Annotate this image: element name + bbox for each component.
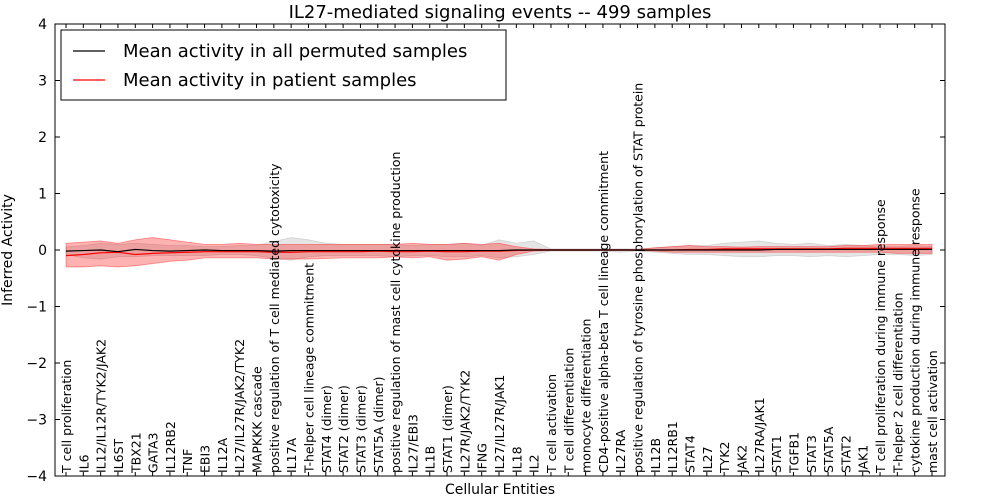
legend-box — [60, 29, 507, 101]
x-category-label: IL12/IL12R/TYK2/JAK2 — [94, 339, 109, 473]
x-category-label: STAT5A — [821, 426, 836, 473]
x-category-label: CD4-positive alpha-beta T cell lineage c… — [596, 151, 611, 473]
x-category-label: IL27/IL27R/JAK2/TYK2 — [232, 339, 247, 473]
x-axis-ticks — [65, 24, 933, 476]
x-category-label: IL6 — [76, 454, 91, 473]
x-category-label: STAT2 (dimer) — [336, 385, 351, 473]
x-axis-label: Cellular Entities — [445, 482, 555, 498]
x-category-label: IL27/IL27R/JAK1 — [492, 375, 507, 473]
x-category-label: IL18 — [509, 446, 524, 473]
y-tick-label: 3 — [38, 74, 47, 90]
x-category-label: EBI3 — [198, 445, 213, 473]
x-category-label: IL1B — [423, 446, 438, 473]
x-axis-category-labels: T cell proliferation IL6 IL12/IL12R/TYK2/J… — [59, 83, 940, 474]
x-category-label: T cell proliferation during immune respo… — [873, 199, 888, 474]
x-category-label: IL6ST — [111, 438, 126, 473]
band-series-1 — [65, 237, 933, 268]
x-category-label: IL27RA/JAK1 — [752, 397, 767, 473]
x-category-label: STAT3 — [804, 435, 819, 473]
x-category-label: IL2 — [527, 454, 542, 473]
x-category-label: IL27/EBI3 — [405, 414, 420, 473]
x-category-label: cytokine production during immune respon… — [908, 188, 923, 473]
y-tick-label: −1 — [26, 300, 47, 316]
legend-label-permuted: Mean activity in all permuted samples — [123, 41, 467, 62]
x-category-label: IL27 — [700, 446, 715, 473]
x-category-label: IL12RB1 — [665, 421, 680, 473]
x-category-label: TGFB1 — [786, 432, 801, 474]
x-category-label: monocyte differentiation — [579, 319, 594, 473]
y-axis-ticks: −4 −3 −2 −1 0 1 2 3 4 — [26, 17, 945, 485]
x-category-label: STAT3 (dimer) — [353, 385, 368, 473]
legend-label-patient: Mean activity in patient samples — [123, 70, 417, 91]
y-tick-label: 4 — [38, 17, 47, 33]
x-category-label: TYK2 — [717, 442, 732, 474]
x-category-label: STAT2 — [838, 435, 853, 473]
x-category-label: T cell differentiation — [561, 348, 576, 474]
x-category-label: STAT4 — [683, 435, 698, 473]
x-category-label: IL27R/JAK2/TYK2 — [457, 370, 472, 473]
x-category-label: TNF — [180, 449, 195, 474]
x-category-label: GATA3 — [146, 433, 161, 473]
x-category-label: T cell activation — [544, 374, 559, 474]
y-tick-label: 0 — [38, 243, 47, 259]
series-lines — [65, 247, 932, 257]
x-category-label: IL12A — [215, 437, 230, 473]
x-category-label: IL17A — [284, 437, 299, 473]
y-tick-label: −3 — [26, 413, 47, 429]
x-category-label: IL12B — [648, 438, 663, 473]
x-category-label: JAK2 — [734, 445, 749, 474]
x-category-label: positive regulation of tyrosine phosphor… — [631, 83, 646, 473]
y-tick-label: −2 — [26, 356, 47, 372]
x-category-label: STAT1 — [769, 435, 784, 473]
x-category-label: JAK1 — [856, 445, 871, 474]
y-tick-label: 2 — [38, 130, 47, 146]
x-category-label: IL12RB2 — [163, 421, 178, 473]
x-category-label: STAT5A (dimer) — [371, 377, 386, 473]
y-axis-label: Inferred Activity — [0, 194, 16, 306]
line-series-0 — [65, 248, 932, 253]
x-category-label: TBX21 — [128, 432, 143, 474]
x-category-label: IFNG — [475, 443, 490, 473]
band-series-0 — [65, 237, 933, 261]
x-category-label: MAPKKK cascade — [250, 366, 265, 473]
x-category-label: positive regulation of mast cell cytokin… — [388, 152, 403, 473]
x-category-label: T cell proliferation — [59, 360, 74, 474]
y-tick-label: −4 — [26, 469, 47, 485]
x-category-label: STAT1 (dimer) — [440, 385, 455, 473]
x-category-label: positive regulation of T cell mediated c… — [267, 163, 282, 473]
x-category-label: T-helper 2 cell differentiation — [890, 293, 905, 474]
x-category-label: mast cell activation — [925, 350, 940, 473]
confidence-bands — [65, 237, 933, 268]
x-category-label: IL27RA — [613, 429, 628, 473]
y-tick-label: 1 — [38, 187, 47, 203]
legend: Mean activity in all permuted samples Me… — [60, 29, 507, 101]
chart-title: IL27-mediated signaling events -- 499 sa… — [289, 2, 712, 23]
x-category-label: STAT4 (dimer) — [319, 385, 334, 473]
x-category-label: T-helper cell lineage commitment — [301, 263, 316, 474]
